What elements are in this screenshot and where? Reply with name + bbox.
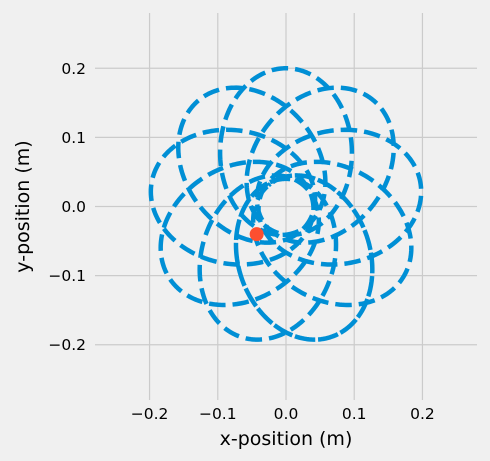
x-tick-label: 0.1 bbox=[342, 405, 367, 423]
y-tick-label: 0.2 bbox=[61, 60, 86, 78]
y-tick-label: −0.1 bbox=[48, 267, 86, 285]
y-tick-labels: −0.2 −0.1 0.0 0.1 0.2 bbox=[48, 60, 86, 354]
y-axis-label: y-position (m) bbox=[12, 140, 34, 272]
x-tick-label: −0.1 bbox=[199, 405, 237, 423]
y-tick-label: 0.0 bbox=[61, 198, 86, 216]
orbit-trajectory-line bbox=[148, 66, 424, 342]
current-position-marker bbox=[249, 227, 264, 242]
x-tick-labels: −0.2 −0.1 0.0 0.1 0.2 bbox=[131, 405, 435, 423]
x-tick-label: 0.2 bbox=[410, 405, 435, 423]
y-tick-label: 0.1 bbox=[61, 129, 86, 147]
y-tick-label: −0.2 bbox=[48, 336, 86, 354]
x-axis-label: x-position (m) bbox=[220, 428, 353, 450]
x-tick-label: 0.0 bbox=[274, 405, 299, 423]
x-tick-label: −0.2 bbox=[131, 405, 169, 423]
